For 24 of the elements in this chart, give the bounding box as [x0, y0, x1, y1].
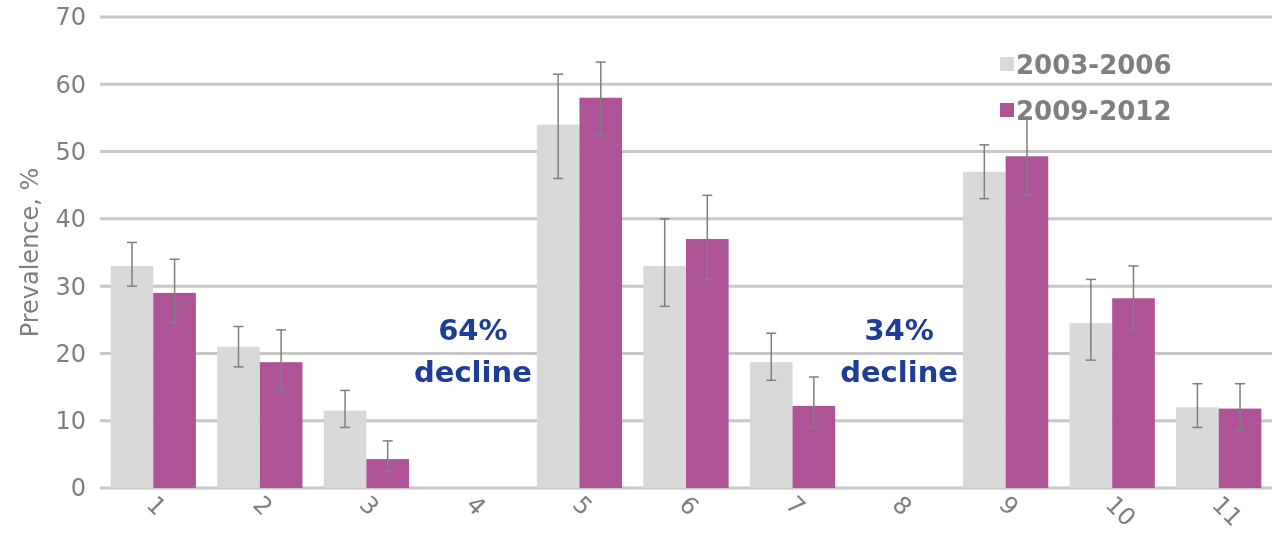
y-tick-label: 50 [55, 137, 86, 166]
x-tick-label: 1 [141, 490, 172, 522]
x-tick-label: 10 [1099, 490, 1142, 532]
y-tick-label: 20 [55, 339, 86, 368]
x-tick-label: 8 [886, 490, 918, 522]
legend-label: 2003-2006 [1016, 50, 1172, 81]
y-tick-label: 10 [55, 407, 86, 436]
annotation: 64% decline [414, 312, 532, 389]
legend-label: 2009-2012 [1016, 96, 1172, 127]
y-tick-label: 30 [55, 272, 86, 301]
x-tick-label: 2 [247, 490, 279, 522]
x-tick-label: 9 [993, 490, 1024, 522]
x-tick-label: 7 [780, 490, 811, 522]
x-tick-label: 3 [354, 490, 385, 522]
x-tick-label: 4 [460, 490, 492, 522]
y-tick-label: 60 [55, 70, 86, 99]
x-tick-label: 5 [567, 490, 598, 522]
y-tick-label: 40 [55, 205, 86, 234]
annotation: 34% decline [840, 312, 958, 389]
x-tick-label: 6 [673, 490, 705, 522]
x-tick-label: 11 [1206, 490, 1248, 532]
y-axis-title: Prevalence, % [16, 167, 44, 338]
y-tick-label: 70 [55, 3, 86, 32]
y-tick-label: 0 [70, 474, 86, 503]
